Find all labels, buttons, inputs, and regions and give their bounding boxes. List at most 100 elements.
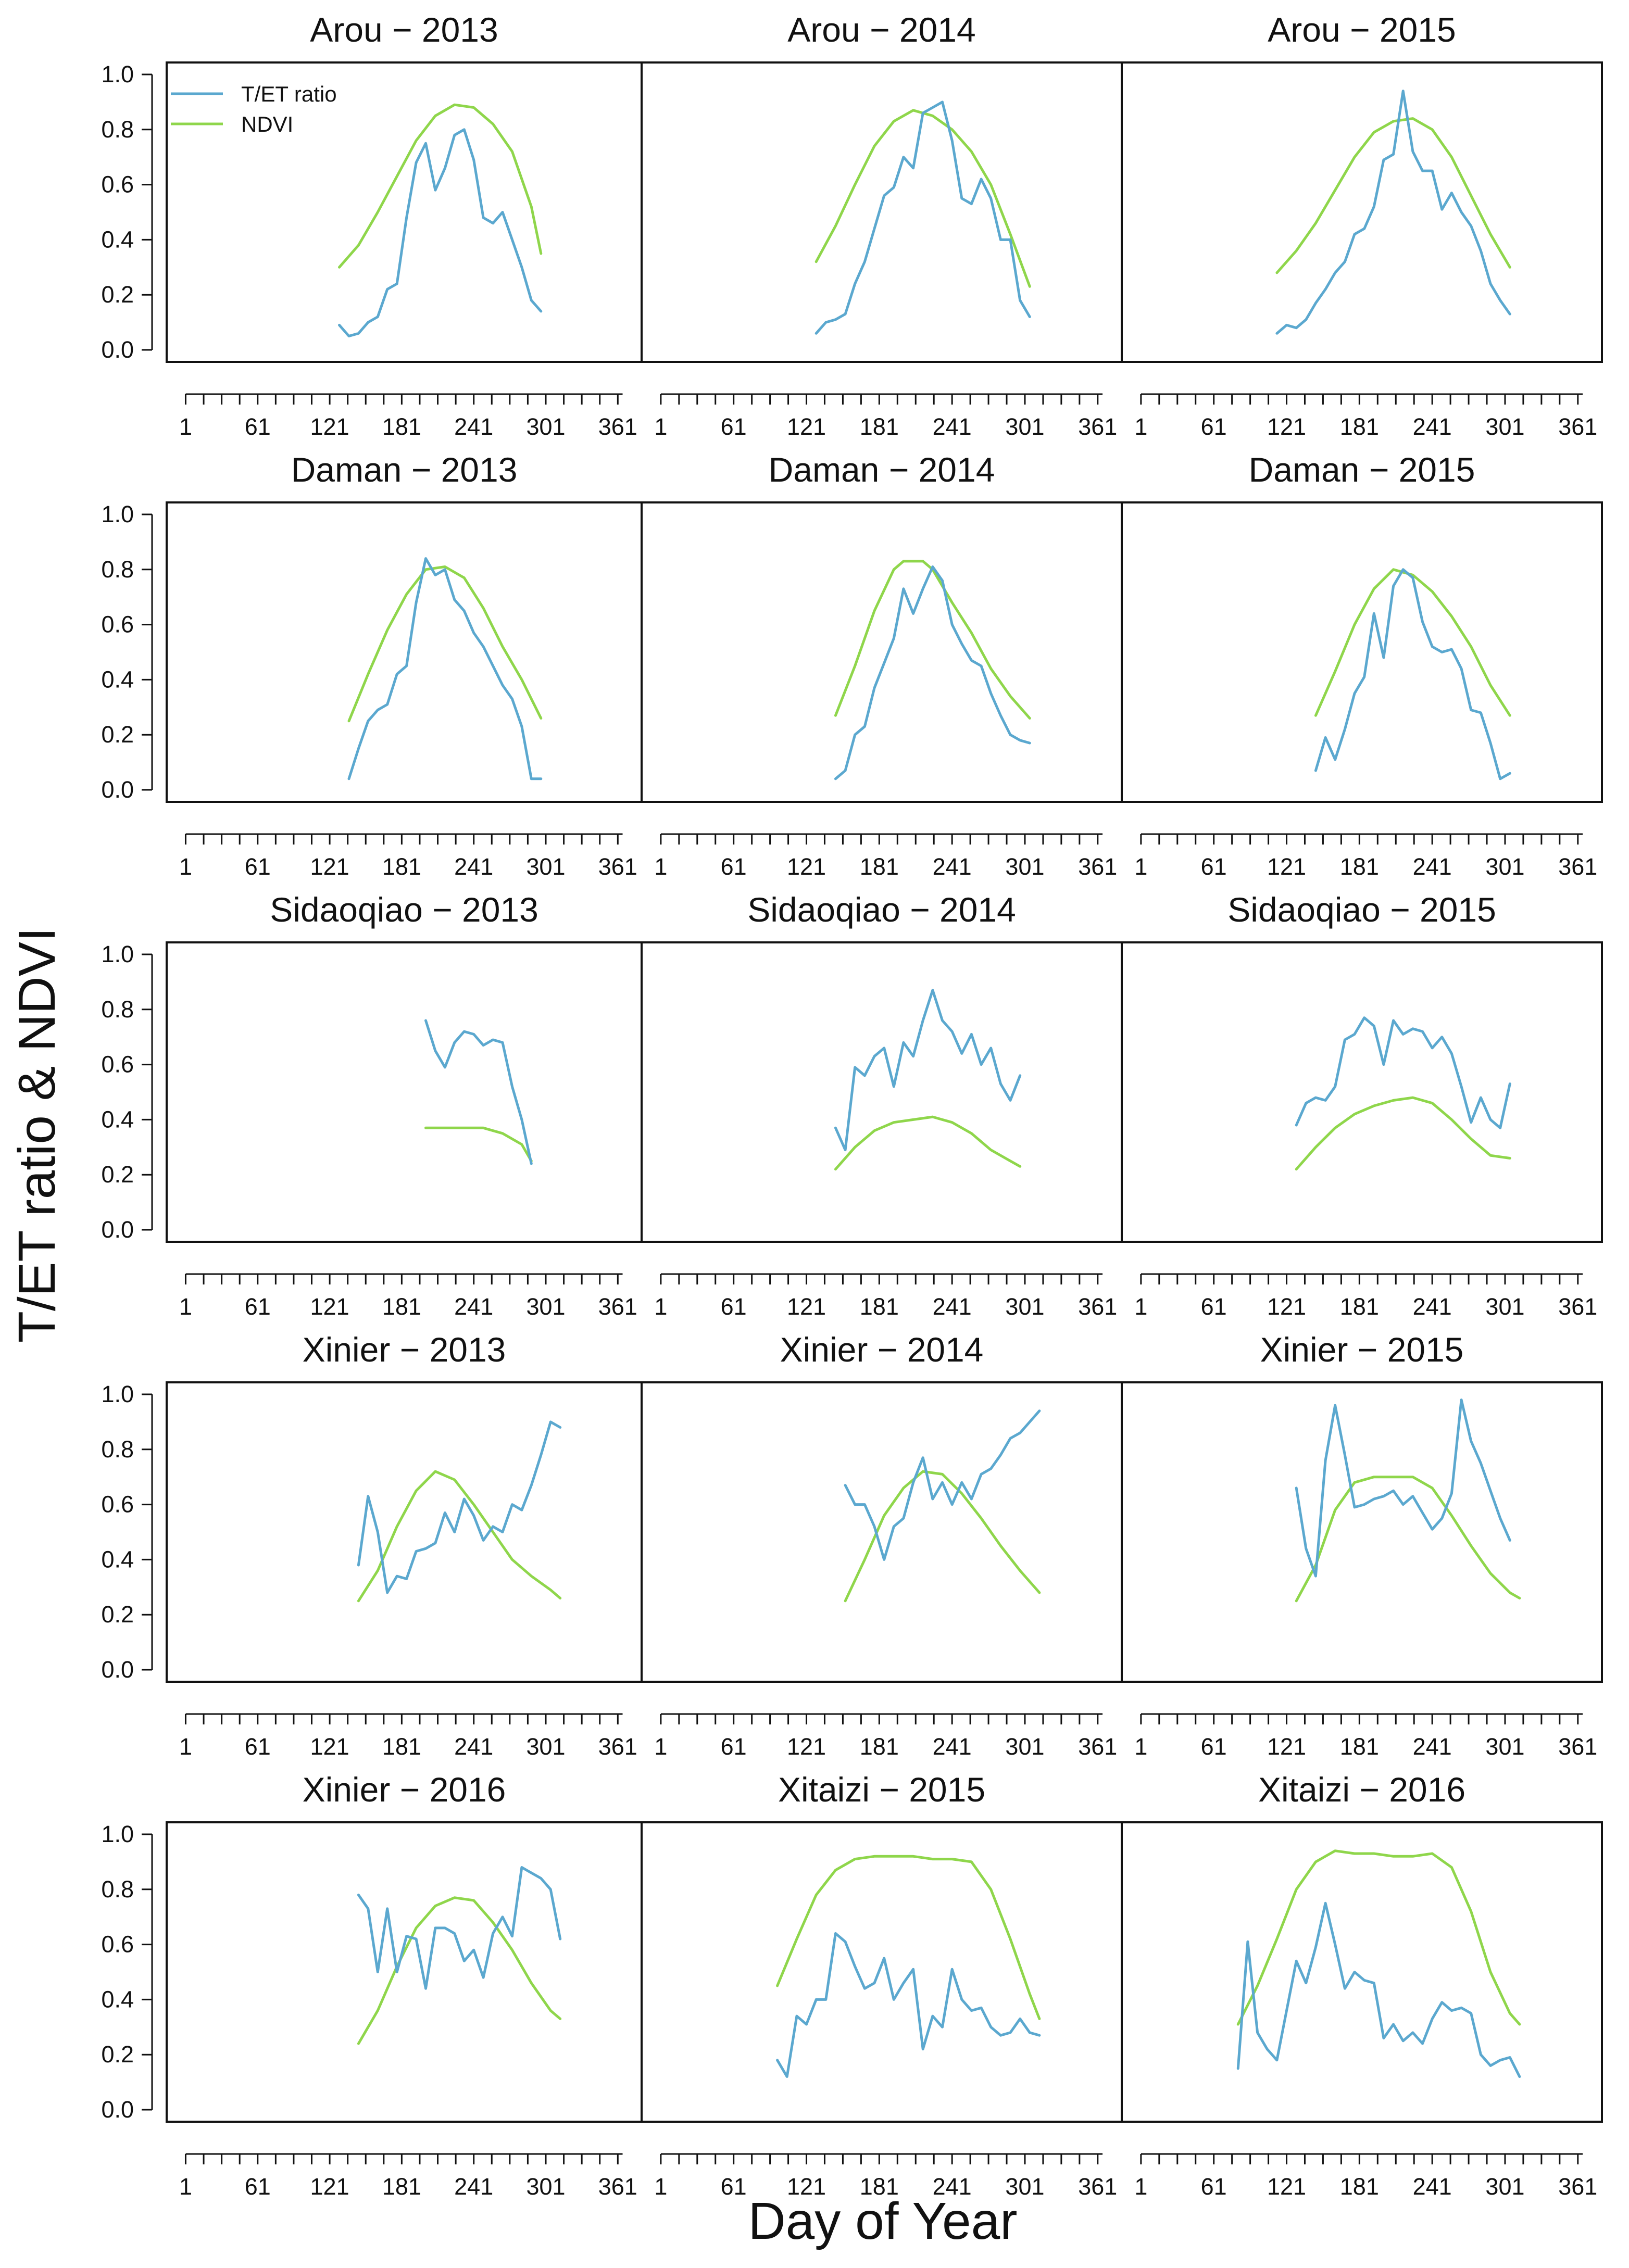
ndvi-line [424, 1126, 533, 1163]
x-tick-label: 61 [1201, 853, 1227, 880]
x-tick-label: 301 [526, 853, 565, 880]
x-tick-label: 241 [454, 853, 493, 880]
x-tick-label: 61 [245, 2173, 271, 2200]
x-tick-label: 241 [933, 853, 972, 880]
x-tick-label: 121 [787, 2173, 826, 2200]
panel-frame [1121, 61, 1603, 363]
y-tick-label: 0.4 [101, 1986, 134, 2012]
panel-title: Sidaoqiao − 2013 [270, 890, 538, 929]
x-tick-label: 181 [1340, 1293, 1379, 1320]
y-tick-label: 0.2 [101, 2041, 134, 2068]
panel: Xitaizi − 2016 1 61 121 181 241 301 361 [1121, 1770, 1603, 2200]
panel-title: Xinier − 2013 [303, 1330, 506, 1369]
x-tick-label: 1 [1134, 413, 1147, 440]
legend: T/ET ratio NDVI [171, 82, 337, 136]
x-tick-label: 301 [526, 2173, 565, 2200]
y-tick-label: 0.2 [101, 281, 134, 308]
panel: Xinier − 2015 1 61 121 181 241 301 361 [1121, 1330, 1603, 1760]
tet-ratio-line [347, 557, 543, 780]
legend-tet-label: T/ET ratio [241, 82, 337, 106]
x-tick-label: 241 [454, 1733, 493, 1760]
y-tick-label: 1.0 [101, 1821, 134, 1847]
panel: Arou − 2013 1 61 121 181 241 301 361 0.0 0.2 0.4 0.… [101, 10, 643, 440]
x-tick-label: 241 [933, 1733, 972, 1760]
panel: Xitaizi − 2015 1 61 121 181 241 301 361 [641, 1770, 1123, 2200]
ndvi-line [834, 560, 1031, 720]
y-tick-label: 0.0 [101, 1216, 134, 1243]
x-tick-label: 1 [1134, 1293, 1147, 1320]
tet-ratio-line [1275, 90, 1511, 335]
x-tick-label: 121 [1267, 1733, 1306, 1760]
panel: Xinier − 2013 1 61 121 181 241 301 361 0.0 0.2 0.4… [101, 1330, 643, 1760]
x-tick-label: 61 [721, 1733, 747, 1760]
panel: Daman − 2014 1 61 121 181 241 301 361 [641, 450, 1123, 880]
x-tick-label: 181 [860, 1293, 899, 1320]
x-tick-label: 121 [1267, 2173, 1306, 2200]
panel-title: Xinier − 2015 [1260, 1330, 1464, 1369]
x-tick-label: 1 [654, 2173, 667, 2200]
x-tick-label: 1 [1134, 1733, 1147, 1760]
x-tick-label: 1 [1134, 853, 1147, 880]
legend-ndvi-label: NDVI [241, 112, 293, 136]
tet-ratio-line [1295, 1016, 1511, 1129]
x-tick-label: 361 [598, 1733, 637, 1760]
x-tick-label: 61 [1201, 1733, 1227, 1760]
x-tick-label: 181 [860, 2173, 899, 2200]
y-tick-label: 0.8 [101, 996, 134, 1023]
panel-title: Xinier − 2016 [303, 1770, 506, 1809]
x-tick-label: 181 [860, 413, 899, 440]
x-tick-label: 181 [382, 413, 421, 440]
panel-grid: Arou − 2013 1 61 121 181 241 301 361 0.0 0.2 0.4 0.… [101, 10, 1603, 2200]
panel: Daman − 2015 1 61 121 181 241 301 361 [1121, 450, 1603, 880]
tet-ratio-line [834, 989, 1022, 1152]
y-tick-label: 0.6 [101, 1931, 134, 1958]
x-axis-title: Day of Year [748, 2192, 1017, 2250]
x-tick-label: 121 [787, 1293, 826, 1320]
panel-title: Sidaoqiao − 2015 [1227, 890, 1496, 929]
x-tick-label: 301 [1485, 1733, 1524, 1760]
x-tick-label: 301 [1005, 2173, 1044, 2200]
tet-ratio-line [357, 1866, 562, 1990]
panel: Sidaoqiao − 2015 1 61 121 181 241 301 361 [1121, 890, 1603, 1320]
x-tick-label: 301 [1485, 1293, 1524, 1320]
x-tick-label: 181 [382, 853, 421, 880]
x-tick-label: 121 [1267, 1293, 1306, 1320]
x-tick-label: 361 [1558, 1733, 1597, 1760]
x-tick-label: 121 [1267, 853, 1306, 880]
panel: Sidaoqiao − 2014 1 61 121 181 241 301 361 [641, 890, 1123, 1320]
tet-ratio-line [844, 1409, 1041, 1561]
tet-ratio-line [834, 565, 1031, 780]
x-tick-label: 1 [654, 1293, 667, 1320]
panel-frame [1121, 941, 1603, 1243]
tet-ratio-line [338, 128, 543, 337]
x-tick-label: 61 [245, 1293, 271, 1320]
ndvi-line [776, 1855, 1041, 2020]
panel-title: Arou − 2014 [787, 10, 975, 49]
x-tick-label: 61 [721, 853, 747, 880]
panel-title: Arou − 2015 [1268, 10, 1456, 49]
x-tick-label: 121 [310, 2173, 349, 2200]
x-tick-label: 301 [526, 413, 565, 440]
ndvi-line [357, 1896, 562, 2045]
ndvi-line [347, 565, 543, 723]
x-tick-label: 181 [860, 1733, 899, 1760]
x-tick-label: 121 [310, 853, 349, 880]
y-tick-label: 0.6 [101, 1491, 134, 1518]
x-tick-label: 121 [310, 1733, 349, 1760]
x-tick-label: 361 [1558, 2173, 1597, 2200]
y-tick-label: 0.6 [101, 171, 134, 198]
x-tick-label: 1 [654, 853, 667, 880]
x-tick-label: 241 [933, 2173, 972, 2200]
x-tick-label: 181 [382, 2173, 421, 2200]
x-tick-label: 361 [1558, 1293, 1597, 1320]
x-tick-label: 361 [598, 2173, 637, 2200]
x-tick-label: 61 [1201, 1293, 1227, 1320]
x-tick-label: 241 [933, 413, 972, 440]
x-tick-label: 1 [179, 1293, 192, 1320]
x-tick-label: 121 [787, 1733, 826, 1760]
tet-ratio-line [1236, 1901, 1521, 2078]
ndvi-line [1275, 117, 1511, 274]
x-tick-label: 241 [1413, 2173, 1452, 2200]
x-tick-label: 121 [310, 1293, 349, 1320]
x-tick-label: 361 [1558, 413, 1597, 440]
